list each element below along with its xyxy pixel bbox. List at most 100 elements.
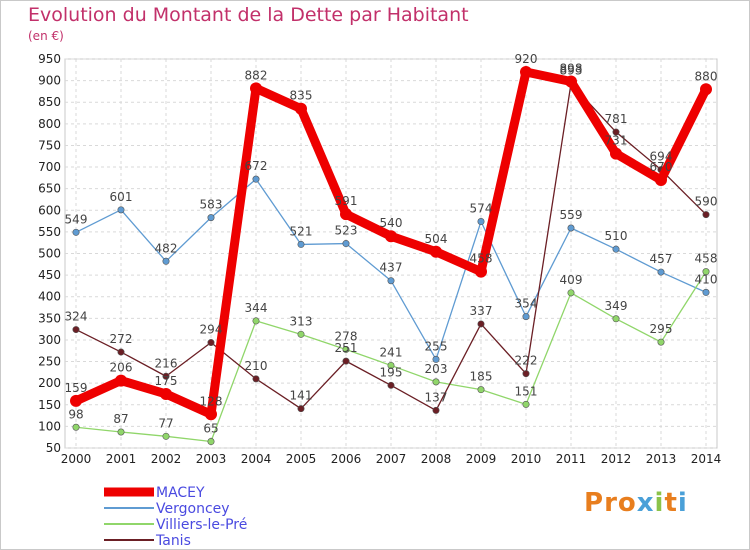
proxiti-logo: Proxiti xyxy=(584,488,688,518)
series-point-2 xyxy=(297,330,305,338)
data-label: 185 xyxy=(470,370,493,384)
series-point-0 xyxy=(700,83,712,96)
axes: 50 100 150 200 250 300 350 400 450 500 550 600 650 70… xyxy=(38,52,721,466)
data-label: 893 xyxy=(560,64,583,78)
x-tick-label: 2004 xyxy=(241,452,272,466)
series-point-0 xyxy=(610,147,622,160)
data-label: 458 xyxy=(695,252,718,266)
series-point-0 xyxy=(70,394,82,407)
series-point-2 xyxy=(567,289,575,297)
y-tick-label: 250 xyxy=(38,355,61,369)
x-tick-label: 2010 xyxy=(511,452,542,466)
data-label: 251 xyxy=(335,341,358,355)
series-point-1 xyxy=(702,288,710,296)
data-label: 920 xyxy=(515,52,538,66)
data-label: 141 xyxy=(290,389,313,403)
x-tick-label: 2014 xyxy=(691,452,722,466)
legend-label: MACEY xyxy=(156,485,205,501)
series-point-3 xyxy=(207,339,215,347)
data-label: 591 xyxy=(335,194,358,208)
data-label: 313 xyxy=(290,314,313,328)
series-point-0 xyxy=(340,208,352,221)
y-tick-label: 400 xyxy=(38,290,61,304)
series-point-0 xyxy=(520,65,532,78)
data-label: 203 xyxy=(425,362,448,376)
series-point-0 xyxy=(115,374,127,387)
series-point-3 xyxy=(387,381,395,389)
data-label: 210 xyxy=(245,359,268,373)
series-group xyxy=(70,65,712,446)
data-label: 354 xyxy=(515,297,538,311)
series-point-1 xyxy=(522,313,530,321)
x-tick-label: 2012 xyxy=(601,452,632,466)
series-point-0 xyxy=(205,408,217,421)
y-tick-label: 950 xyxy=(38,52,61,66)
data-label: 549 xyxy=(65,212,88,226)
data-label: 255 xyxy=(425,339,448,353)
series-point-1 xyxy=(387,277,395,285)
data-label: 880 xyxy=(695,69,718,83)
series-point-1 xyxy=(162,257,170,265)
series-point-2 xyxy=(162,432,170,440)
y-tick-label: 100 xyxy=(38,419,61,433)
chart-unit: (en €) xyxy=(28,29,64,43)
series-point-0 xyxy=(565,75,577,88)
data-label: 559 xyxy=(560,208,583,222)
series-point-3 xyxy=(342,357,350,365)
series-point-3 xyxy=(297,405,305,413)
y-tick-label: 650 xyxy=(38,182,61,196)
series-point-0 xyxy=(475,265,487,278)
series-point-3 xyxy=(702,211,710,219)
y-tick-label: 300 xyxy=(38,333,61,347)
data-label: 216 xyxy=(155,356,178,370)
data-label: 458 xyxy=(470,252,493,266)
series-point-0 xyxy=(430,245,442,258)
y-tick-label: 150 xyxy=(38,398,61,412)
series-point-1 xyxy=(432,355,440,363)
data-label: 65 xyxy=(203,422,218,436)
series-point-3 xyxy=(72,326,80,334)
data-label: 272 xyxy=(110,332,133,346)
series-point-0 xyxy=(250,82,262,95)
data-label: 882 xyxy=(245,68,268,82)
series-point-2 xyxy=(657,338,665,346)
series-point-1 xyxy=(342,240,350,248)
data-label: 510 xyxy=(605,229,628,243)
data-label: 137 xyxy=(425,390,448,404)
x-tick-label: 2013 xyxy=(646,452,677,466)
y-tick-label: 500 xyxy=(38,247,61,261)
data-label: 409 xyxy=(560,273,583,287)
x-tick-label: 2008 xyxy=(421,452,452,466)
data-label: 574 xyxy=(470,202,493,216)
y-tick-label: 850 xyxy=(38,95,61,109)
series-point-3 xyxy=(432,406,440,414)
data-label: 294 xyxy=(200,323,223,337)
data-label: 175 xyxy=(155,374,178,388)
data-label: 457 xyxy=(650,252,673,266)
data-label: 583 xyxy=(200,198,223,212)
series-point-3 xyxy=(477,320,485,328)
y-tick-label: 450 xyxy=(38,268,61,282)
data-label: 151 xyxy=(515,384,538,398)
data-label: 410 xyxy=(695,272,718,286)
y-tick-label: 350 xyxy=(38,311,61,325)
data-label: 482 xyxy=(155,241,178,255)
data-label: 731 xyxy=(605,134,628,148)
series-point-1 xyxy=(117,206,125,214)
data-label: 98 xyxy=(68,407,83,421)
x-tick-label: 2009 xyxy=(466,452,497,466)
data-label: 344 xyxy=(245,301,268,315)
y-tick-label: 700 xyxy=(38,160,61,174)
data-label: 128 xyxy=(200,394,223,408)
data-labels: 549 601 482 583 672 521 523 437 255 574 354 559 510 4… xyxy=(65,52,718,436)
data-label: 670 xyxy=(650,160,673,174)
series-point-2 xyxy=(387,361,395,369)
legend-label: Tanis xyxy=(155,533,191,549)
y-tick-label: 900 xyxy=(38,74,61,88)
series-point-3 xyxy=(162,372,170,380)
series-point-3 xyxy=(117,348,125,356)
data-label: 898 xyxy=(560,61,583,75)
data-label: 437 xyxy=(380,261,403,275)
